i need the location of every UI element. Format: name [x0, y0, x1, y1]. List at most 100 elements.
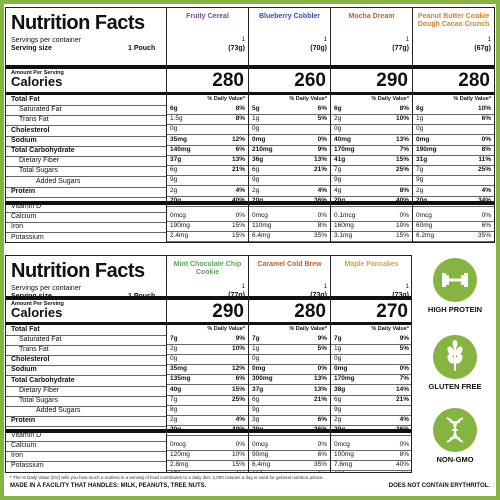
calories-value: 270	[376, 301, 408, 322]
thick-rule	[331, 65, 412, 69]
nutrient-amount: 140mg	[170, 145, 191, 153]
nutrient-amount: 35mg	[170, 135, 187, 143]
nutrient-label: Added Sugars	[36, 177, 81, 185]
nutrient-amount: 2g	[334, 415, 342, 423]
nutrient-daily-value: 9%	[399, 335, 409, 342]
row-divider	[6, 425, 166, 427]
row-divider	[167, 450, 248, 451]
nutrient-amount: 2.8mg	[170, 461, 189, 469]
row-divider	[6, 135, 166, 137]
thick-rule	[6, 322, 166, 325]
flavor-column: Mint Chocolate Chip Cookie 1 (77g) 290 % Dai…	[166, 256, 248, 472]
flavor-name: Fruity Cereal	[186, 13, 229, 20]
nutrient-daily-value: 0%	[399, 441, 409, 448]
row-divider	[249, 344, 330, 345]
row-divider	[167, 434, 248, 436]
nutrition-panel-top: Nutrition Facts Servings per container Ser…	[5, 7, 495, 243]
servings-count: 1	[241, 37, 245, 43]
badge-non-gmo-label: NON-GMO	[436, 455, 474, 464]
nutrient-amount: 2g	[170, 415, 178, 423]
nutrient-daily-value: 5%	[317, 345, 327, 353]
nutrient-daily-value: 6%	[235, 145, 245, 153]
nutrient-amount: 7g	[416, 166, 424, 174]
nutrient-daily-value: 40%	[232, 197, 245, 204]
nutrient-daily-value: 40%	[396, 197, 409, 204]
row-divider	[167, 124, 248, 126]
row-divider	[6, 415, 166, 417]
row-divider	[331, 195, 412, 197]
nutrient-daily-value: 4%	[235, 415, 245, 423]
nutrient-daily-value: 13%	[231, 156, 245, 163]
thick-rule	[6, 429, 166, 433]
nutrient-daily-value: 35%	[477, 232, 491, 240]
nutrient-amount: 270mg	[170, 471, 190, 472]
nutrient-daily-value: 8%	[235, 115, 245, 123]
nutrient-label: Sodium	[11, 366, 37, 374]
nutrient-label: Saturated Fat	[19, 106, 62, 114]
row-divider	[249, 205, 330, 207]
nutrient-daily-value: 21%	[313, 395, 327, 403]
calories-value: 260	[294, 70, 326, 91]
nutrient-label: Dietary Fiber	[19, 386, 60, 394]
row-divider	[249, 384, 330, 386]
nutrient-amount: 1g	[334, 345, 342, 353]
nutrient-daily-value: 8%	[317, 222, 327, 230]
row-divider	[167, 195, 248, 197]
row-divider	[167, 460, 248, 462]
serving-weight: (77g)	[228, 292, 245, 299]
nutrient-amount: 7g	[252, 335, 260, 342]
row-divider	[331, 241, 412, 242]
nutrient-daily-value: 9%	[235, 335, 245, 342]
thick-rule	[331, 429, 411, 433]
nutrient-amount: 31g	[416, 156, 428, 163]
row-divider	[6, 365, 166, 367]
nutrient-daily-value: 35%	[313, 232, 327, 240]
nutrient-label: Total Sugars	[19, 167, 58, 175]
thick-rule	[167, 65, 248, 69]
nutrient-label: Calcium	[11, 213, 37, 221]
nutrient-daily-value: 11%	[478, 156, 491, 163]
row-divider	[331, 364, 411, 366]
badge-gluten-free-circle	[433, 335, 477, 379]
nutrient-amount: 0mcg	[252, 441, 268, 448]
nutrient-amount: 190mg	[416, 145, 437, 153]
allergen-statement: MADE IN A FACILITY THAT HANDLES: MILK, P…	[10, 483, 207, 489]
amount-per-serving-label: Amount Per Serving	[11, 70, 64, 76]
flavor-column: Caramel Cold Brew 1 (73g) 280 % Daily Value*…	[248, 256, 330, 472]
row-divider	[413, 134, 494, 136]
nutrient-amount: 3.1mg	[334, 232, 353, 240]
row-divider	[249, 434, 330, 436]
nutrient-amount: 36g	[252, 156, 264, 163]
row-divider	[167, 185, 248, 187]
thick-rule	[167, 429, 248, 433]
nutrient-daily-value: 15%	[395, 232, 409, 240]
row-divider	[249, 165, 330, 166]
nutrient-daily-value: 9%	[317, 145, 327, 153]
nutrient-amount: 0g	[334, 355, 342, 363]
amount-per-serving-label: Amount Per Serving	[11, 301, 64, 307]
nutrient-amount: 0g	[252, 355, 260, 363]
nutrient-amount: 0mg	[416, 135, 430, 143]
nutrient-amount: 8g	[170, 405, 178, 413]
row-divider	[167, 221, 248, 222]
badge-high-protein-label: HIGH PROTEIN	[427, 305, 483, 314]
row-divider	[167, 231, 248, 233]
servings-count: 1	[323, 284, 327, 290]
row-divider	[249, 134, 330, 136]
thick-rule	[6, 201, 166, 205]
servings-count: 1	[323, 37, 327, 43]
nutrient-daily-value: 13%	[313, 375, 327, 383]
row-divider	[6, 222, 166, 224]
flavor-column: Mocha Dream 1 (77g) 290 % Daily Value* 6g 8% 2g…	[330, 8, 412, 242]
nutrient-daily-value: 0%	[235, 441, 245, 448]
flavor-name: Mocha Dream	[348, 13, 395, 20]
nutrient-amount: 0g	[416, 125, 424, 133]
nutrient-daily-value: 5%	[399, 345, 409, 353]
row-divider	[6, 395, 166, 397]
row-divider	[167, 394, 248, 396]
nutrient-label: Trans Fat	[19, 346, 49, 354]
serving-weight: (67g)	[474, 45, 491, 52]
nutrient-amount: 6g	[170, 166, 178, 174]
nutrient-daily-value: 21%	[313, 166, 327, 174]
nutrient-amount: 0g	[252, 125, 260, 133]
